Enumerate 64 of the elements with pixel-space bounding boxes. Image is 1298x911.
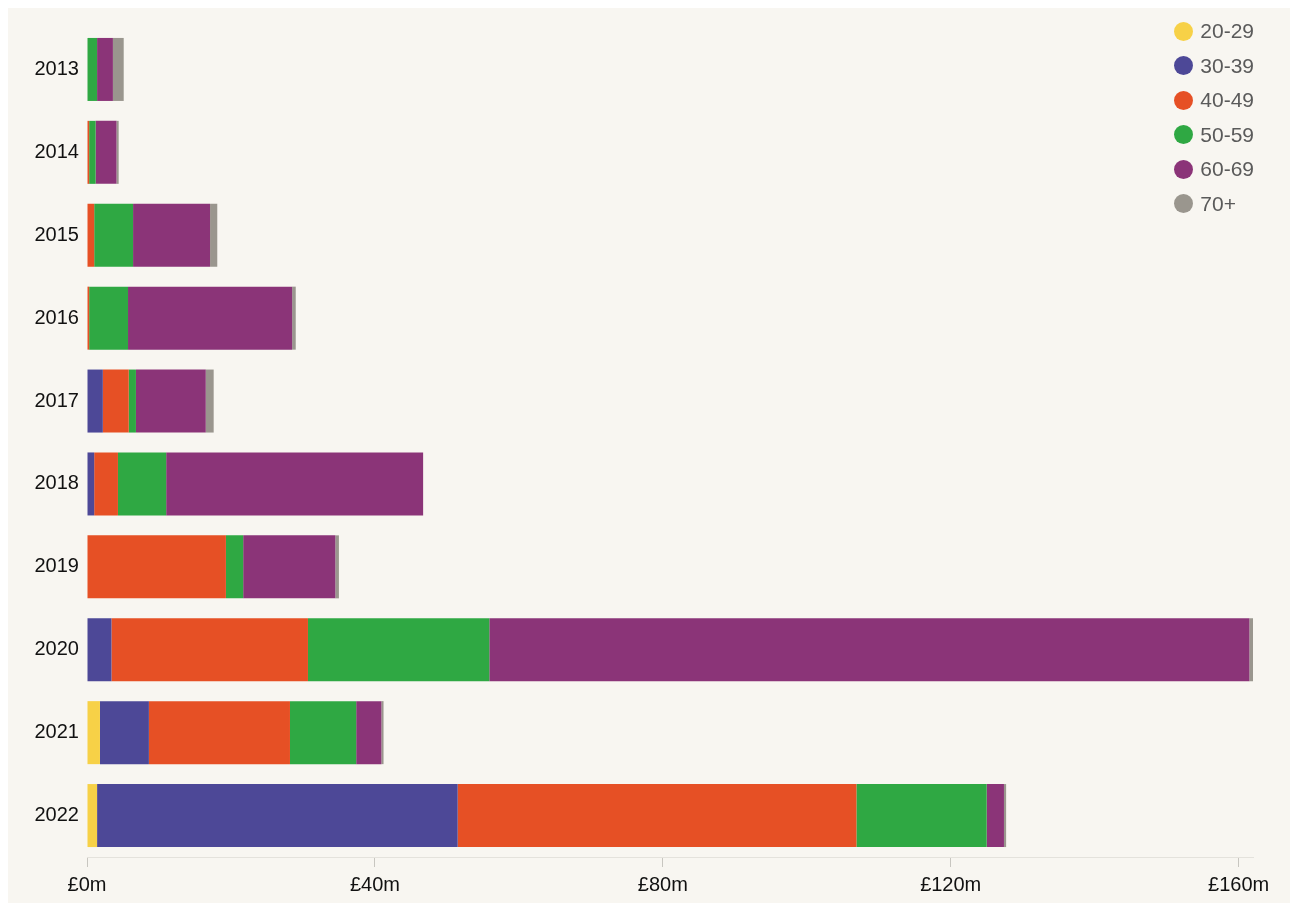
legend-label: 30-39 bbox=[1200, 53, 1254, 78]
y-tick-label: 2017 bbox=[34, 388, 79, 411]
y-tick-label: 2019 bbox=[34, 554, 79, 577]
bar bbox=[87, 535, 226, 599]
bar bbox=[356, 701, 382, 765]
bar bbox=[986, 784, 1004, 848]
bar bbox=[128, 369, 136, 433]
bar bbox=[87, 784, 98, 848]
y-tick-label: 2018 bbox=[34, 471, 79, 494]
bar bbox=[225, 535, 244, 599]
bar bbox=[856, 784, 987, 848]
bar bbox=[87, 37, 98, 101]
x-tick-label: £120m bbox=[920, 872, 982, 895]
y-tick-label: 2014 bbox=[34, 139, 79, 162]
bar bbox=[243, 535, 336, 599]
bar bbox=[102, 369, 129, 433]
bar bbox=[1249, 618, 1253, 682]
bar bbox=[117, 452, 167, 516]
bar bbox=[94, 452, 118, 516]
legend-label: 70+ bbox=[1200, 191, 1236, 216]
bar bbox=[89, 120, 96, 184]
bar bbox=[112, 37, 124, 101]
bar bbox=[210, 203, 218, 267]
bar bbox=[87, 618, 112, 682]
y-tick-label: 2021 bbox=[34, 720, 79, 743]
x-tick-label: £160m bbox=[1208, 872, 1270, 895]
bar bbox=[457, 784, 857, 848]
legend-label: 60-69 bbox=[1200, 157, 1254, 182]
y-tick-label: 2020 bbox=[34, 637, 79, 660]
bar bbox=[111, 618, 308, 682]
bar bbox=[166, 452, 424, 516]
bar bbox=[148, 701, 290, 765]
bar bbox=[87, 701, 100, 765]
bar bbox=[205, 369, 214, 433]
y-tick-label: 2015 bbox=[34, 222, 79, 245]
bar bbox=[99, 701, 149, 765]
bar bbox=[289, 701, 357, 765]
y-tick-label: 2016 bbox=[34, 305, 79, 328]
bar bbox=[489, 618, 1250, 682]
bar bbox=[87, 369, 103, 433]
legend-label: 50-59 bbox=[1200, 122, 1254, 147]
bar bbox=[133, 203, 211, 267]
bar bbox=[1003, 784, 1007, 848]
x-tick-label: £40m bbox=[349, 872, 400, 895]
bar bbox=[128, 286, 293, 350]
bar bbox=[97, 37, 113, 101]
bar bbox=[94, 203, 134, 267]
x-tick-label: £0m bbox=[67, 872, 107, 895]
legend-label: 20-29 bbox=[1200, 19, 1254, 44]
y-tick-label: 2022 bbox=[34, 803, 79, 826]
x-tick-label: £80m bbox=[637, 872, 688, 895]
bar bbox=[307, 618, 490, 682]
bar bbox=[116, 120, 119, 184]
bar bbox=[97, 784, 458, 848]
bar bbox=[292, 286, 296, 350]
bar bbox=[87, 203, 95, 267]
bar bbox=[95, 120, 117, 184]
bar bbox=[87, 452, 95, 516]
bar bbox=[335, 535, 339, 599]
bar bbox=[89, 286, 129, 350]
bar bbox=[135, 369, 206, 433]
legend-label: 40-49 bbox=[1200, 88, 1254, 113]
bar bbox=[381, 701, 384, 765]
y-tick-label: 2013 bbox=[34, 56, 79, 79]
